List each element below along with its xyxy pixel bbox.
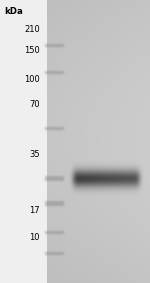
Text: kDa: kDa (4, 7, 23, 16)
Text: 150: 150 (24, 46, 40, 55)
Text: 35: 35 (29, 150, 40, 159)
Text: 70: 70 (29, 100, 40, 109)
Text: 210: 210 (24, 25, 40, 34)
Text: 100: 100 (24, 75, 40, 84)
Text: 10: 10 (29, 233, 40, 242)
Text: 17: 17 (29, 206, 40, 215)
